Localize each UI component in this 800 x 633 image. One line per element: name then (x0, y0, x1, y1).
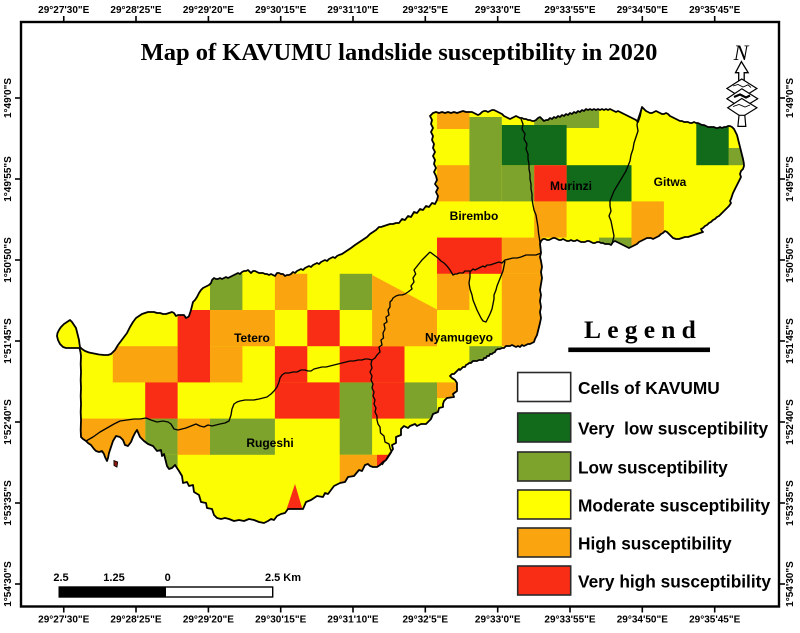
svg-text:Birembo: Birembo (450, 209, 499, 223)
svg-text:29°33'0"E: 29°33'0"E (475, 5, 521, 16)
svg-text:29°34'50"E: 29°34'50"E (617, 615, 668, 626)
svg-text:1°52'40"S: 1°52'40"S (785, 399, 796, 445)
svg-text:1°49'0"S: 1°49'0"S (3, 78, 14, 118)
svg-text:29°33'55"E: 29°33'55"E (544, 615, 595, 626)
svg-text:29°32'5"E: 29°32'5"E (402, 615, 448, 626)
svg-text:High susceptibility: High susceptibility (578, 534, 732, 554)
svg-text:0: 0 (165, 572, 171, 584)
svg-text:Legend: Legend (584, 315, 702, 344)
svg-text:29°29'20"E: 29°29'20"E (183, 615, 234, 626)
svg-text:29°30'15"E: 29°30'15"E (255, 5, 306, 16)
svg-text:Tetero: Tetero (234, 331, 270, 345)
svg-text:1°50'50"S: 1°50'50"S (785, 237, 796, 283)
svg-text:29°35'45"E: 29°35'45"E (689, 5, 740, 16)
svg-text:1°49'0"S: 1°49'0"S (785, 78, 796, 118)
svg-text:1°54'30"S: 1°54'30"S (785, 561, 796, 607)
svg-text:29°33'55"E: 29°33'55"E (544, 5, 595, 16)
svg-text:1°49'55"S: 1°49'55"S (785, 156, 796, 202)
svg-text:Cells of KAVUMU: Cells of KAVUMU (578, 378, 720, 398)
svg-text:29°31'10"E: 29°31'10"E (327, 5, 378, 16)
svg-text:1.25: 1.25 (103, 572, 124, 584)
svg-text:1°53'35"S: 1°53'35"S (3, 480, 14, 526)
svg-text:Murinzi: Murinzi (550, 179, 592, 193)
svg-text:Map of KAVUMU landslide suscep: Map of KAVUMU landslide susceptibility i… (141, 39, 658, 66)
svg-text:1°50'50"S: 1°50'50"S (3, 237, 14, 283)
svg-text:Low susceptibility: Low susceptibility (578, 458, 728, 478)
svg-text:29°29'20"E: 29°29'20"E (183, 5, 234, 16)
svg-text:29°27'30"E: 29°27'30"E (38, 615, 89, 626)
svg-text:1°52'40"S: 1°52'40"S (3, 399, 14, 445)
svg-text:N: N (733, 40, 750, 65)
svg-text:1°54'30"S: 1°54'30"S (3, 561, 14, 607)
svg-text:1°53'35"S: 1°53'35"S (785, 480, 796, 526)
svg-text:29°34'50"E: 29°34'50"E (617, 5, 668, 16)
svg-text:Very low susceptibility: Very low susceptibility (578, 419, 769, 439)
svg-text:29°32'5"E: 29°32'5"E (402, 5, 448, 16)
svg-text:29°31'10"E: 29°31'10"E (327, 615, 378, 626)
svg-text:29°28'25"E: 29°28'25"E (110, 5, 161, 16)
svg-text:29°28'25"E: 29°28'25"E (110, 615, 161, 626)
svg-text:Gitwa: Gitwa (654, 175, 687, 189)
svg-text:29°27'30"E: 29°27'30"E (38, 5, 89, 16)
svg-text:1°51'45"S: 1°51'45"S (785, 318, 796, 364)
svg-text:1°49'55"S: 1°49'55"S (3, 156, 14, 202)
svg-text:2.5 Km: 2.5 Km (265, 572, 301, 584)
svg-text:Nyamugeyo: Nyamugeyo (425, 331, 493, 345)
svg-text:29°30'15"E: 29°30'15"E (255, 615, 306, 626)
svg-text:29°35'45"E: 29°35'45"E (689, 615, 740, 626)
svg-text:Rugeshi: Rugeshi (246, 436, 293, 450)
svg-text:29°33'0"E: 29°33'0"E (475, 615, 521, 626)
svg-text:Moderate susceptibility: Moderate susceptibility (578, 496, 770, 516)
svg-text:1°51'45"S: 1°51'45"S (3, 318, 14, 364)
svg-text:2.5: 2.5 (53, 572, 68, 584)
svg-text:Very high susceptibility: Very high susceptibility (578, 572, 771, 592)
